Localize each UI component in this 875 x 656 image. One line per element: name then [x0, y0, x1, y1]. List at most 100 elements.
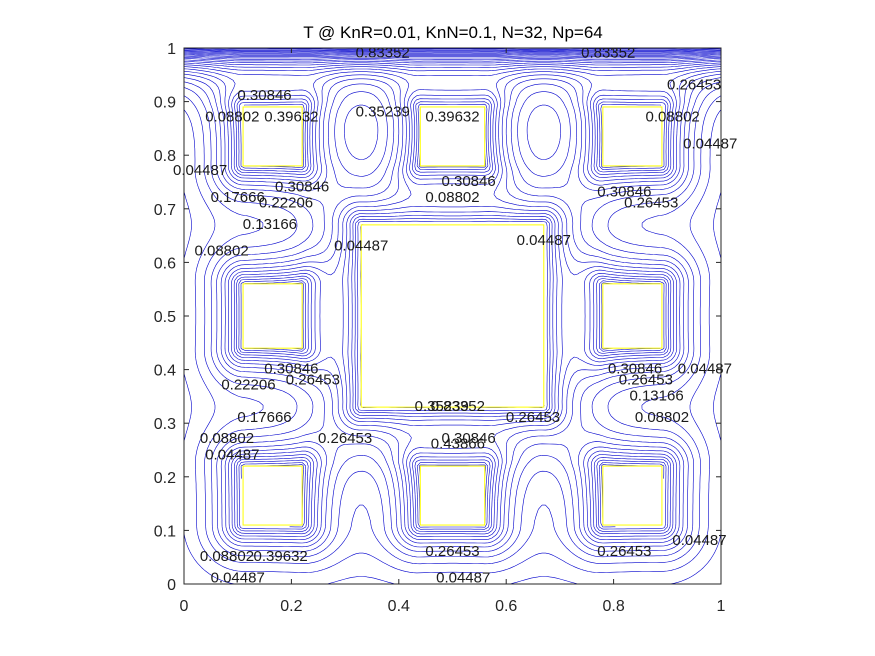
- obstacle-rect: [242, 465, 303, 526]
- contour-label: 0.04487: [672, 532, 726, 549]
- chart-title: T @ KnR=0.01, KnN=0.1, N=32, Np=64: [303, 23, 603, 42]
- contour-line: [184, 62, 721, 530]
- x-tick-label: 0: [180, 598, 189, 615]
- contour-labels: 0.04487 0.04487 0.04487 0.04487 0.04487 0.044…: [173, 44, 737, 586]
- contour-label: 0.17666: [211, 189, 265, 206]
- x-tick-label: 0.8: [602, 598, 624, 615]
- contour-lines: [184, 48, 721, 584]
- contour-line: [184, 54, 721, 57]
- contour-line: [184, 73, 721, 544]
- contour-label: 0.39632: [264, 109, 318, 126]
- y-tick-label: 0.4: [154, 363, 176, 380]
- contour-line: [184, 71, 721, 540]
- contour-label: 0.26453: [318, 430, 372, 447]
- contour-line: [184, 49, 721, 51]
- contour-label: 0.26453: [425, 543, 479, 560]
- contour-label: 0.30846: [264, 361, 318, 378]
- contour-label: 0.30846: [275, 178, 329, 195]
- contour-label: 0.08802: [200, 548, 254, 565]
- x-tick-label: 1: [717, 598, 726, 615]
- contour-label: 0.83352: [356, 44, 410, 61]
- contour-label: 0.30846: [597, 184, 651, 201]
- y-tick-label: 1: [167, 41, 176, 58]
- contour-line: [184, 68, 721, 537]
- contour-line: [184, 50, 721, 53]
- contour-label: 0.30846: [237, 87, 291, 104]
- contour-label: 0.04487: [436, 570, 490, 587]
- contour-label: 0.30846: [441, 173, 495, 190]
- contour-label: 0.22206: [221, 377, 275, 394]
- contour-label: 0.13166: [629, 387, 683, 404]
- contour-label: 0.04487: [334, 237, 388, 254]
- contour-label: 0.35239: [356, 103, 410, 120]
- contour-line: [184, 81, 721, 552]
- contour-label: 0.17666: [237, 409, 291, 426]
- y-tick-label: 0.8: [154, 148, 176, 165]
- contour-label: 0.43866: [431, 436, 485, 453]
- contour-label: 0.30846: [608, 361, 662, 378]
- contour-label: 0.08802: [205, 109, 259, 126]
- contour-label: 0.26453: [506, 409, 560, 426]
- obstacle-rect: [360, 224, 545, 408]
- y-tick-label: 0.9: [154, 95, 176, 112]
- contour-label: 0.04487: [211, 570, 265, 587]
- contour-line: [184, 61, 721, 528]
- x-tick-label: 0.2: [280, 598, 302, 615]
- obstacle-rect: [419, 465, 486, 526]
- y-tick-label: 0.2: [154, 470, 176, 487]
- contour-line: [184, 95, 721, 565]
- contour-line: [184, 77, 721, 548]
- contour-label: 0.30846: [441, 430, 495, 447]
- y-tick-label: 0: [167, 577, 176, 594]
- contour-label: 0.26453: [286, 371, 340, 388]
- y-tick-label: 0.1: [154, 523, 176, 540]
- contour-label: 0.39632: [425, 109, 479, 126]
- contour-label: 0.08802: [200, 430, 254, 447]
- y-tick-label: 0.6: [154, 255, 176, 272]
- contour-line: [184, 53, 721, 56]
- obstacle-rect: [602, 465, 663, 526]
- contour-line: [184, 48, 721, 50]
- obstacle-rect: [242, 106, 303, 167]
- contour-label: 0.83352: [581, 44, 635, 61]
- contour-label: 0.04487: [517, 232, 571, 249]
- obstacle-rect: [602, 283, 663, 349]
- contour-label: 0.83352: [431, 398, 485, 415]
- contour-label: 0.08802: [635, 409, 689, 426]
- contour-label: 0.22206: [259, 194, 313, 211]
- obstacle-rect: [602, 106, 663, 167]
- contour-line: [184, 109, 721, 574]
- contour-label: 0.13166: [243, 216, 297, 233]
- contour-label: 0.08802: [425, 189, 479, 206]
- contour-label: 0.26453: [619, 371, 673, 388]
- y-tick-label: 0.7: [154, 202, 176, 219]
- contour-line: [184, 64, 721, 532]
- contour-line: [184, 51, 721, 54]
- contour-label: 0.04487: [683, 135, 737, 152]
- contour-label: 0.39632: [254, 548, 308, 565]
- y-tick-label: 0.5: [154, 309, 176, 326]
- contour-line: [184, 50, 721, 52]
- contour-label: 0.08802: [646, 109, 700, 126]
- contour-label: 0.26453: [597, 543, 651, 560]
- obstacle-rect: [242, 283, 303, 349]
- contour-label: 0.04487: [205, 446, 259, 463]
- x-tick-label: 0.6: [495, 598, 517, 615]
- x-tick-label: 0.4: [388, 598, 410, 615]
- contour-line: [184, 66, 721, 535]
- contour-label: 0.26453: [624, 194, 678, 211]
- contour-label: 0.04487: [173, 162, 227, 179]
- contour-line: [184, 55, 721, 59]
- contour-line: [184, 87, 721, 558]
- contour-label: 0.04487: [678, 361, 732, 378]
- contour-label: 0.35239: [415, 398, 469, 415]
- contour-label: 0.26453: [667, 76, 721, 93]
- obstacle-rect: [419, 106, 486, 167]
- obstacle-boundaries: [242, 106, 663, 526]
- contour-line: [184, 52, 721, 55]
- contour-line: [184, 57, 721, 60]
- y-tick-label: 0.3: [154, 416, 176, 433]
- axis-ticks: 0 0.2 0.4 0.6 0.8 100.10.20.30.40.50.60.70.80…: [154, 41, 726, 615]
